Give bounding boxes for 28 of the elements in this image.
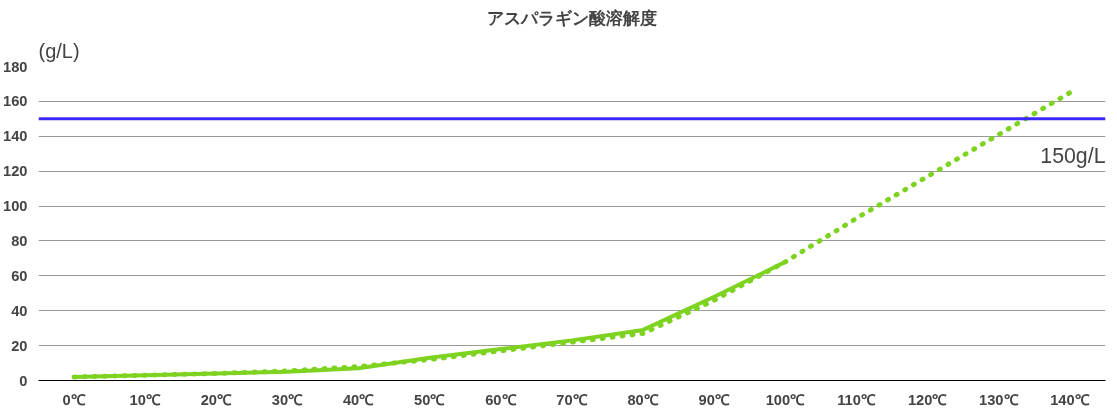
x-tick-label: 100℃ — [765, 391, 806, 408]
y-tick-label: 40 — [11, 302, 28, 319]
y-tick-label: 140 — [3, 128, 28, 145]
x-tick-label: 140℃ — [1050, 391, 1090, 408]
y-tick-label: 60 — [11, 267, 28, 284]
x-tick-label: 110℃ — [837, 391, 876, 408]
x-tick-label: 80℃ — [627, 391, 659, 408]
chart-title: アスパラギン酸溶解度 — [487, 7, 657, 28]
x-tick-label: 0℃ — [62, 391, 86, 408]
x-tick-label: 70℃ — [556, 391, 588, 408]
y-tick-label: 80 — [11, 232, 28, 249]
x-tick-label: 130℃ — [979, 391, 1019, 408]
x-tick-label: 30℃ — [271, 391, 304, 408]
x-tick-label: 50℃ — [414, 391, 446, 408]
y-axis-title: (g/L) — [38, 39, 80, 62]
y-tick-label: 100 — [3, 198, 28, 215]
x-tick-label: 20℃ — [200, 391, 232, 408]
y-tick-label: 0 — [19, 372, 28, 389]
y-tick-label: 120 — [3, 163, 28, 180]
y-tick-label: 180 — [3, 58, 28, 75]
y-tick-label: 20 — [11, 337, 28, 354]
x-tick-label: 90℃ — [698, 391, 730, 408]
x-tick-label: 120℃ — [907, 391, 948, 408]
x-tick-label: 60℃ — [485, 391, 517, 408]
x-tick-label: 40℃ — [342, 391, 375, 408]
x-tick-label: 10℃ — [129, 391, 161, 408]
ref-line-label: 150g/L — [1040, 143, 1106, 168]
y-tick-label: 160 — [3, 93, 28, 110]
